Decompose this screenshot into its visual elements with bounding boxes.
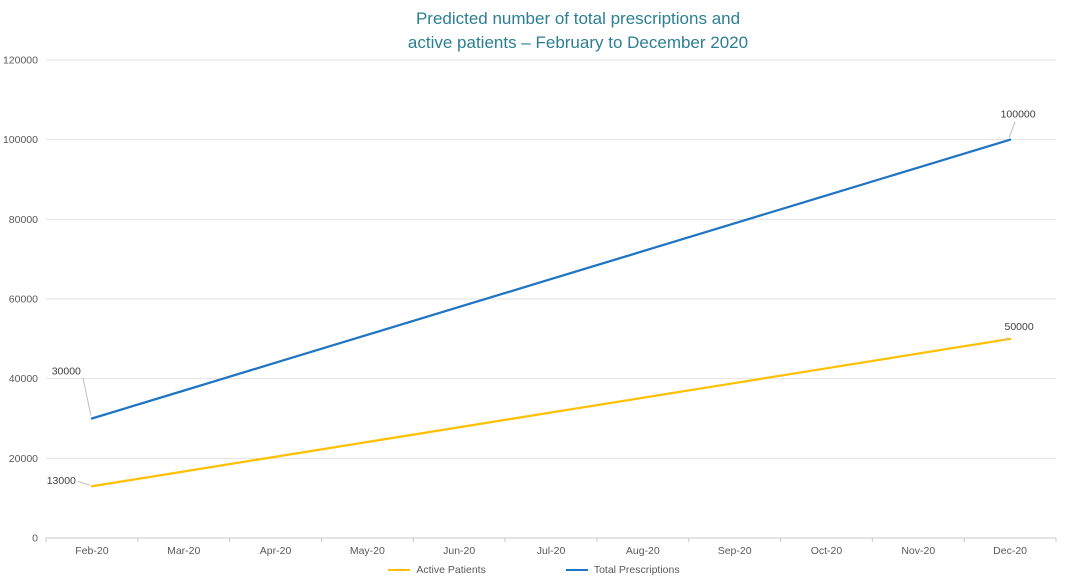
x-axis-label: Apr-20 bbox=[260, 545, 292, 557]
x-axis-label: Feb-20 bbox=[75, 545, 108, 557]
data-label: 13000 bbox=[47, 475, 76, 487]
data-label: 100000 bbox=[1001, 109, 1036, 121]
x-axis-label: Jul-20 bbox=[537, 545, 566, 557]
y-axis-label: 60000 bbox=[9, 294, 38, 306]
data-label-leader-line bbox=[77, 480, 91, 486]
legend-item-active-patients: Active Patients bbox=[388, 564, 486, 576]
data-label-leader-line bbox=[82, 377, 92, 416]
x-axis-label: Mar-20 bbox=[167, 545, 200, 557]
series-line-total-prescriptions bbox=[90, 138, 1012, 420]
chart-title-line1: Predicted number of total prescriptions … bbox=[415, 9, 741, 28]
y-axis-label: 20000 bbox=[9, 453, 38, 465]
legend-swatch-total-prescriptions-icon bbox=[565, 568, 588, 572]
x-axis-label: Jun-20 bbox=[443, 545, 475, 557]
x-axis-label: Sep-20 bbox=[718, 545, 752, 557]
x-axis-label: Nov-20 bbox=[901, 545, 935, 557]
x-axis-label: May-20 bbox=[350, 545, 385, 557]
y-axis-label: 80000 bbox=[9, 214, 38, 226]
y-axis-label: 120000 bbox=[3, 55, 38, 67]
legend-item-total-prescriptions: Total Prescriptions bbox=[565, 564, 680, 576]
data-label-leader-line bbox=[1002, 337, 1009, 342]
chart-title: Predicted number of total prescriptions … bbox=[88, 7, 1068, 55]
data-label-leader-line bbox=[1008, 121, 1016, 138]
legend-swatch-active-patients-icon bbox=[388, 568, 411, 572]
legend: Active Patients Total Prescriptions bbox=[0, 564, 1068, 576]
data-label: 30000 bbox=[52, 366, 81, 378]
y-axis-label: 40000 bbox=[9, 373, 38, 385]
data-label: 50000 bbox=[1004, 321, 1033, 333]
chart-title-line2: active patients – February to December 2… bbox=[407, 33, 749, 52]
y-axis-label: 0 bbox=[32, 533, 38, 545]
x-axis-label: Aug-20 bbox=[626, 545, 660, 557]
x-axis-label: Dec-20 bbox=[993, 545, 1027, 557]
series-line-active-patients bbox=[90, 337, 1012, 488]
legend-label-active-patients: Active Patients bbox=[416, 564, 486, 576]
y-axis-label: 100000 bbox=[3, 134, 38, 146]
x-axis-label: Oct-20 bbox=[811, 545, 843, 557]
legend-label-total-prescriptions: Total Prescriptions bbox=[593, 564, 680, 576]
